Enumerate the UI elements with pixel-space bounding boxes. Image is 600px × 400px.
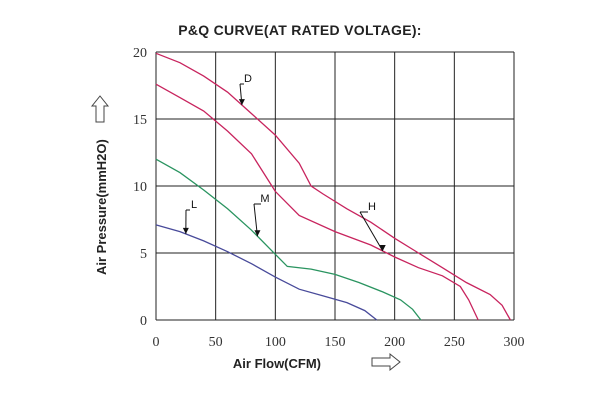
x-tick-label: 0 [153, 335, 160, 350]
series-line-d [155, 52, 511, 321]
y-axis-title: Air Pressure(mmH2O) [94, 139, 109, 275]
leader-line [359, 211, 384, 252]
series-lines [155, 52, 511, 321]
series-labels: D H M L [182, 73, 386, 252]
series-line-h [155, 83, 479, 321]
y-tick-label: 10 [133, 180, 147, 195]
x-tick-label: 200 [384, 335, 405, 350]
y-tick-label: 5 [140, 247, 147, 262]
arrow-right-icon [371, 352, 401, 372]
leader-arrow [238, 99, 245, 106]
x-tick-label: 100 [265, 335, 286, 350]
leader-arrow [254, 230, 261, 237]
x-tick-label: 300 [504, 335, 525, 350]
y-tick-label: 0 [140, 314, 147, 329]
y-tick-labels: 0 5 10 15 20 [133, 46, 147, 329]
x-tick-label: 150 [325, 335, 346, 350]
series-label-d: D [244, 73, 252, 85]
leader-arrow [379, 244, 386, 251]
series-label-m: M [260, 193, 269, 205]
x-tick-labels: 0 50 100 150 200 250 300 [153, 335, 525, 350]
arrow-up-icon [90, 95, 110, 123]
x-axis-title: Air Flow(CFM) [233, 356, 321, 371]
series-line-l [155, 224, 378, 321]
series-label-h: H [368, 201, 376, 213]
y-tick-label: 15 [133, 113, 147, 128]
chart-title: P&Q CURVE(AT RATED VOLTAGE): [178, 22, 422, 38]
leader-arrow [182, 227, 189, 234]
series-label-l: L [191, 199, 197, 211]
grid [155, 51, 515, 321]
series-line-m [155, 158, 422, 321]
y-tick-label: 20 [133, 46, 147, 61]
x-tick-label: 250 [444, 335, 465, 350]
x-tick-label: 50 [209, 335, 223, 350]
